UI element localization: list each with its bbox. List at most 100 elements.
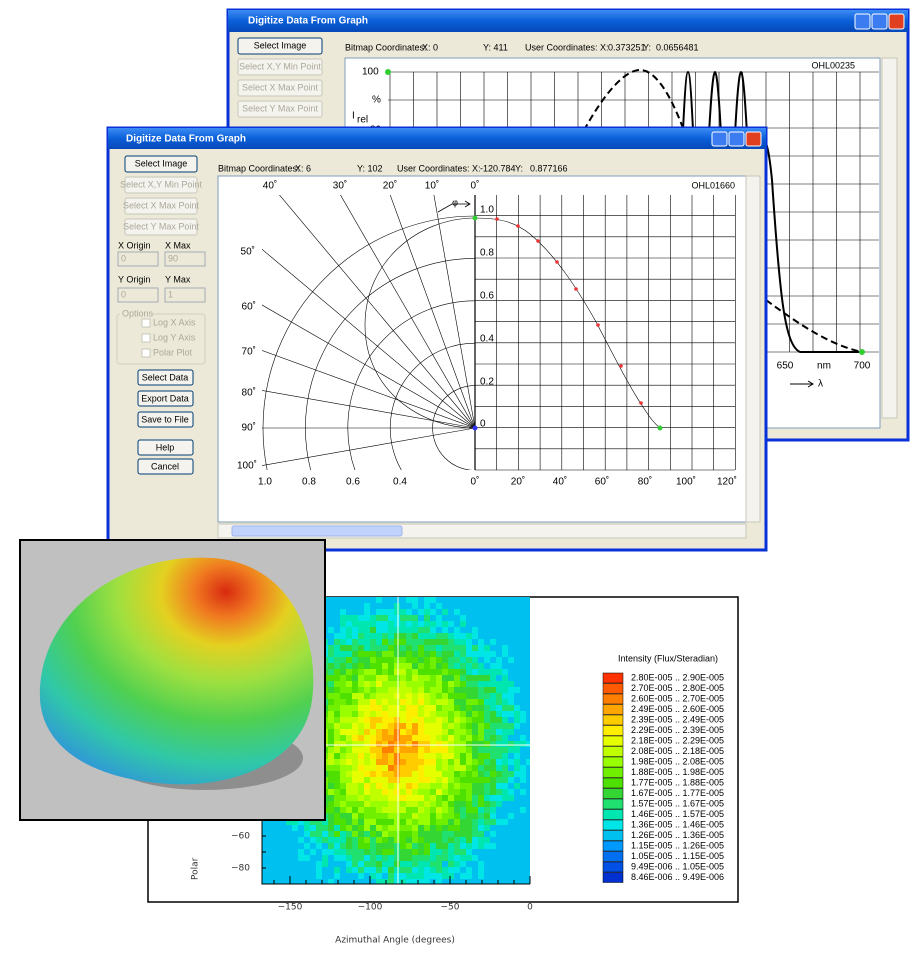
button[interactable] [137,390,194,407]
heatmap-cell [340,693,347,700]
heatmap-cell [442,675,449,682]
heatmap-cell [472,747,479,754]
heatmap-cell [454,693,461,700]
heatmap-cell [430,849,437,856]
x-tick-label: −150 [278,903,303,913]
legend-label: 2.18E-005 .. 2.29E-005 [631,735,724,745]
heatmap-cell [340,807,347,814]
heatmap-cell [466,717,473,724]
input-value: 0 [121,289,126,299]
heatmap-cell [472,843,479,850]
heatmap-cell [322,879,329,884]
heatmap-cell [496,825,503,832]
heatmap-cell [370,723,377,730]
heatmap-cell [490,855,497,862]
button[interactable] [124,155,198,173]
heatmap-cell [358,705,365,712]
heatmap-cell [424,741,431,748]
heatmap-cell [460,681,467,688]
heatmap-cell [376,699,383,706]
heatmap-cell [376,771,383,778]
heatmap-cell [418,861,425,868]
heatmap-cell [442,867,449,874]
heatmap-cell [496,669,503,676]
heatmap-cell [526,825,530,832]
heatmap-cell [346,663,353,670]
heatmap-cell [364,849,371,856]
heatmap-cell [394,717,401,724]
heatmap-cell [460,603,467,610]
heatmap-cell [352,831,359,838]
close-button[interactable] [745,131,762,147]
heatmap-cell [436,639,443,646]
heatmap-cell [352,651,359,658]
heatmap-cell [520,759,527,766]
heatmap-cell [460,663,467,670]
minimize-button[interactable] [854,13,871,30]
heatmap-cell [496,621,503,628]
minimize-button[interactable] [711,131,728,147]
heatmap-cell [472,663,479,670]
heatmap-cell [388,615,395,622]
maximize-button[interactable] [728,131,745,147]
scrollbar[interactable] [745,175,761,523]
heatmap-cell [328,651,335,658]
heatmap-cell [442,663,449,670]
button[interactable] [137,369,194,386]
button[interactable] [137,458,194,475]
heatmap-cell [352,873,359,880]
legend-swatch [602,777,624,789]
heatmap-cell [370,879,377,884]
heatmap-cell [274,831,281,838]
heatmap-cell [418,879,425,884]
button[interactable] [137,411,194,428]
heatmap-cell [478,861,485,868]
heatmap-cell [520,675,527,682]
heatmap-cell [520,693,527,700]
heatmap-cell [442,825,449,832]
heatmap-cell [358,849,365,856]
heatmap-cell [484,621,491,628]
heatmap-cell [334,783,341,790]
heatmap-cell [328,615,335,622]
heatmap-cell [424,813,431,820]
heatmap-cell [448,825,455,832]
scrollbar[interactable] [881,57,898,419]
heatmap-cell [406,771,413,778]
heatmap-cell [364,675,371,682]
heatmap-cell [292,825,299,832]
heatmap-cell [286,873,293,880]
heatmap-cell [418,843,425,850]
button[interactable] [237,37,323,55]
heatmap-cell [490,795,497,802]
close-button[interactable] [888,13,905,30]
heatmap-cell [334,645,341,652]
heatmap-cell [472,777,479,784]
heatmap-cell [466,645,473,652]
heatmap-cell [484,783,491,790]
heatmap-cell [406,747,413,754]
scroll-thumb[interactable] [231,525,403,537]
heatmap-cell [490,873,497,880]
heatmap-cell [442,861,449,868]
heatmap-cell [388,807,395,814]
heatmap-cell [334,675,341,682]
button[interactable] [137,439,194,456]
heatmap-cell [478,645,485,652]
heatmap-cell [526,681,530,688]
heatmap-cell [526,741,530,748]
heatmap-cell [388,651,395,658]
heatmap-cell [496,729,503,736]
heatmap-cell [328,771,335,778]
heatmap-cell [394,837,401,844]
heatmap-cell [364,657,371,664]
heatmap-cell [358,693,365,700]
heatmap-cell [370,819,377,826]
maximize-button[interactable] [871,13,888,30]
legend-label: 2.39E-005 .. 2.49E-005 [631,714,724,724]
heatmap-cell [406,813,413,820]
heatmap-cell [514,711,521,718]
heatmap-cell [526,723,530,730]
heatmap-cell [388,837,395,844]
heatmap-cell [484,843,491,850]
